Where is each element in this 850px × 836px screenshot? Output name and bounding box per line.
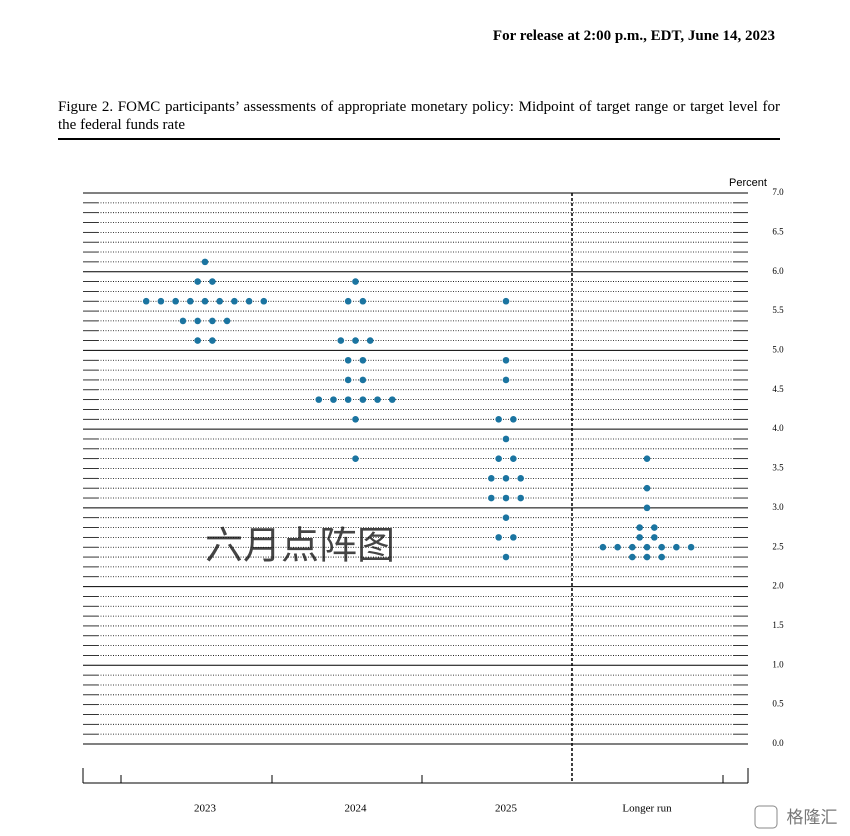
x-tick-label: 2025 <box>495 803 518 815</box>
dot <box>330 396 337 403</box>
dot <box>636 524 643 531</box>
y-tick-label: 3.5 <box>772 463 784 473</box>
dot <box>344 356 352 364</box>
release-header: For release at 2:00 p.m., EDT, June 14, … <box>492 28 775 44</box>
dot <box>517 475 524 482</box>
dot <box>502 553 510 561</box>
dot <box>359 376 367 384</box>
dot <box>194 278 201 285</box>
dot <box>643 553 651 561</box>
chart-title: Figure 2. FOMC participants’ assessments… <box>58 98 780 140</box>
y-tick-label: 1.5 <box>772 620 784 630</box>
dot <box>488 494 495 502</box>
y-tick-label: 2.0 <box>772 581 784 591</box>
dot <box>687 543 695 551</box>
y-axis-label: Percent <box>729 177 767 189</box>
dot <box>502 435 510 443</box>
dot <box>201 297 209 305</box>
dot <box>337 337 345 344</box>
y-tick-label: 4.0 <box>772 423 784 433</box>
dot <box>352 416 359 423</box>
dot <box>142 297 150 305</box>
dot <box>194 337 201 344</box>
dot <box>374 396 381 403</box>
y-tick-label: 7.0 <box>772 187 784 197</box>
dot <box>510 416 517 423</box>
dot <box>643 455 651 462</box>
logo-icon <box>754 805 778 829</box>
y-tick-label: 5.0 <box>772 344 784 354</box>
dot <box>502 356 510 364</box>
watermark: 六月点阵图 <box>205 524 395 568</box>
dot <box>510 455 517 462</box>
dot <box>231 297 238 305</box>
y-tick-label: 3.0 <box>772 502 784 512</box>
dot <box>673 543 680 551</box>
dot <box>614 543 621 551</box>
dot <box>643 484 651 492</box>
dot <box>629 553 636 561</box>
y-tick-label: 1.0 <box>772 659 784 669</box>
dot <box>359 356 367 364</box>
y-tick-label: 0.0 <box>772 738 784 748</box>
logo: 格隆汇 <box>787 808 838 828</box>
dot <box>216 297 223 305</box>
y-tick-label: 0.5 <box>772 699 784 709</box>
x-tick-label: Longer run <box>622 803 672 815</box>
dot <box>517 494 524 502</box>
dot <box>643 504 651 512</box>
dot <box>366 337 374 344</box>
dot <box>599 543 607 551</box>
dot <box>344 297 352 305</box>
dot <box>315 396 323 403</box>
dot <box>658 543 665 551</box>
dot <box>352 278 359 285</box>
dot <box>209 317 216 325</box>
dot <box>502 297 510 305</box>
dot <box>488 475 495 482</box>
dot <box>352 337 359 344</box>
dot <box>260 297 268 305</box>
dot <box>209 337 216 344</box>
dot <box>510 534 517 541</box>
dot <box>344 376 352 384</box>
x-tick-label: 2024 <box>345 803 368 815</box>
dot <box>179 317 187 325</box>
dot <box>187 297 194 305</box>
dot <box>495 455 502 462</box>
dot <box>344 396 352 403</box>
dot <box>651 524 658 531</box>
dot <box>658 553 665 561</box>
dot <box>636 534 643 541</box>
dot <box>495 534 502 541</box>
dot <box>352 455 359 462</box>
dot <box>359 297 367 305</box>
dot <box>194 317 201 325</box>
x-tick-label: 2023 <box>194 803 217 815</box>
dot <box>643 543 651 551</box>
dot <box>359 396 367 403</box>
y-tick-label: 6.0 <box>772 266 784 276</box>
dot <box>502 494 510 502</box>
y-tick-label: 2.5 <box>772 541 784 551</box>
dot <box>388 396 396 403</box>
dot <box>172 297 179 305</box>
dot <box>502 514 510 521</box>
dot <box>651 534 658 541</box>
dot <box>223 317 231 325</box>
dot <box>157 297 165 305</box>
dot <box>201 258 209 266</box>
y-tick-label: 4.5 <box>772 384 784 394</box>
dot <box>629 543 636 551</box>
dot <box>495 416 502 423</box>
y-tick-label: 6.5 <box>772 226 784 236</box>
y-tick-label: 5.5 <box>772 305 784 315</box>
dot <box>502 376 510 384</box>
dot <box>209 278 216 285</box>
dot <box>245 297 253 305</box>
dot <box>502 475 510 482</box>
